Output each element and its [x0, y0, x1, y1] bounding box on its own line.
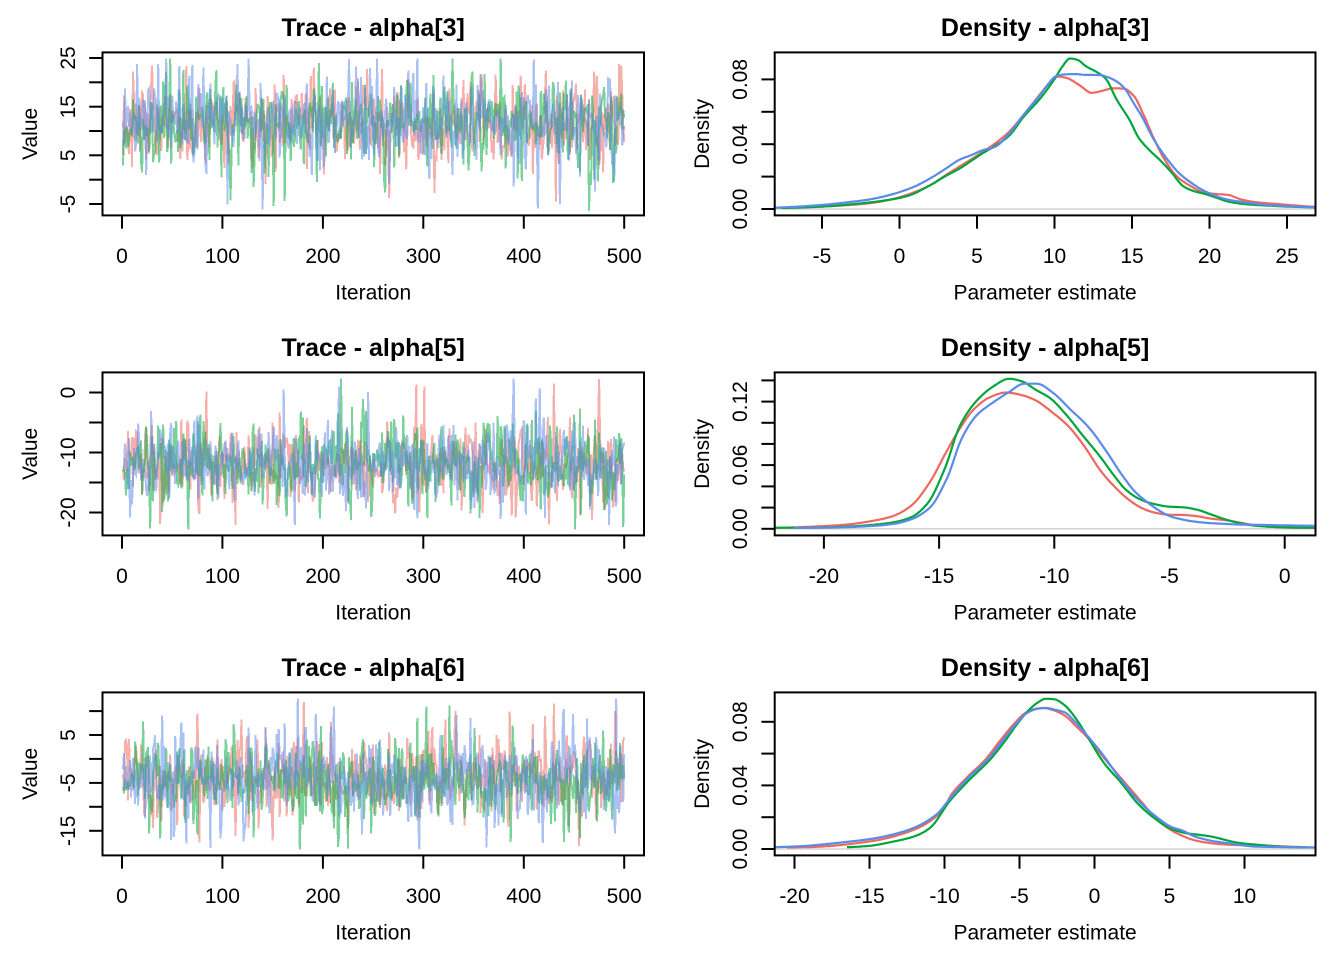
- svg-text:0.04: 0.04: [729, 123, 752, 164]
- svg-text:-5: -5: [57, 774, 80, 793]
- svg-text:Iteration: Iteration: [335, 602, 411, 625]
- svg-text:0: 0: [116, 565, 128, 588]
- svg-text:Parameter estimate: Parameter estimate: [953, 282, 1136, 305]
- svg-text:Density: Density: [691, 418, 714, 489]
- svg-text:-5: -5: [813, 245, 832, 268]
- svg-text:Parameter estimate: Parameter estimate: [953, 922, 1136, 945]
- svg-text:-20: -20: [57, 497, 80, 527]
- svg-text:-20: -20: [809, 565, 839, 588]
- svg-text:-5: -5: [1010, 885, 1029, 908]
- svg-text:-15: -15: [924, 565, 954, 588]
- svg-text:Value: Value: [19, 748, 42, 800]
- svg-text:Parameter estimate: Parameter estimate: [953, 602, 1136, 625]
- svg-text:400: 400: [506, 885, 541, 908]
- svg-text:300: 300: [406, 885, 441, 908]
- svg-text:0: 0: [1089, 885, 1101, 908]
- svg-text:Iteration: Iteration: [335, 922, 411, 945]
- svg-text:300: 300: [406, 245, 441, 268]
- svg-text:5: 5: [1164, 885, 1176, 908]
- svg-text:25: 25: [1275, 245, 1298, 268]
- svg-text:10: 10: [1233, 885, 1256, 908]
- svg-text:15: 15: [1120, 245, 1143, 268]
- svg-text:100: 100: [205, 885, 240, 908]
- svg-text:300: 300: [406, 565, 441, 588]
- svg-text:500: 500: [607, 245, 642, 268]
- svg-text:-5: -5: [1160, 565, 1179, 588]
- svg-text:5: 5: [971, 245, 983, 268]
- svg-text:Value: Value: [19, 108, 42, 160]
- svg-text:-15: -15: [854, 885, 884, 908]
- svg-text:200: 200: [305, 885, 340, 908]
- svg-text:0: 0: [116, 885, 128, 908]
- svg-text:15: 15: [57, 95, 80, 118]
- svg-text:-10: -10: [1039, 565, 1069, 588]
- svg-text:25: 25: [57, 46, 80, 69]
- svg-text:400: 400: [506, 565, 541, 588]
- svg-text:20: 20: [1198, 245, 1221, 268]
- svg-text:0: 0: [57, 387, 80, 399]
- svg-text:Density: Density: [691, 98, 714, 169]
- svg-text:100: 100: [205, 565, 240, 588]
- svg-text:0.00: 0.00: [729, 508, 752, 549]
- svg-text:500: 500: [607, 565, 642, 588]
- svg-text:500: 500: [607, 885, 642, 908]
- svg-text:0: 0: [894, 245, 906, 268]
- svg-text:100: 100: [205, 245, 240, 268]
- svg-text:-5: -5: [57, 195, 80, 214]
- svg-text:Trace - alpha[3]: Trace - alpha[3]: [281, 14, 464, 42]
- svg-text:Density - alpha[3]: Density - alpha[3]: [941, 14, 1149, 42]
- svg-text:0.06: 0.06: [729, 445, 752, 486]
- svg-text:Trace - alpha[5]: Trace - alpha[5]: [281, 334, 464, 362]
- svg-text:Value: Value: [19, 428, 42, 480]
- svg-text:0.08: 0.08: [729, 59, 752, 100]
- svg-text:400: 400: [506, 245, 541, 268]
- svg-text:0.04: 0.04: [729, 765, 752, 806]
- svg-text:5: 5: [57, 149, 80, 161]
- svg-text:-10: -10: [57, 437, 80, 467]
- svg-text:-15: -15: [57, 816, 80, 846]
- svg-text:0.12: 0.12: [729, 381, 752, 422]
- svg-text:5: 5: [57, 729, 80, 741]
- svg-text:Iteration: Iteration: [335, 282, 411, 305]
- svg-text:0: 0: [116, 245, 128, 268]
- svg-text:0: 0: [1279, 565, 1291, 588]
- svg-text:Density - alpha[6]: Density - alpha[6]: [941, 654, 1149, 682]
- svg-text:0.08: 0.08: [729, 701, 752, 742]
- svg-text:Trace - alpha[6]: Trace - alpha[6]: [281, 654, 464, 682]
- svg-text:-10: -10: [929, 885, 959, 908]
- svg-text:Density: Density: [691, 738, 714, 809]
- svg-text:200: 200: [305, 245, 340, 268]
- svg-text:Density - alpha[5]: Density - alpha[5]: [941, 334, 1149, 362]
- svg-text:0.00: 0.00: [729, 829, 752, 870]
- svg-text:200: 200: [305, 565, 340, 588]
- svg-text:-20: -20: [779, 885, 809, 908]
- svg-text:0.00: 0.00: [729, 189, 752, 230]
- svg-text:10: 10: [1043, 245, 1066, 268]
